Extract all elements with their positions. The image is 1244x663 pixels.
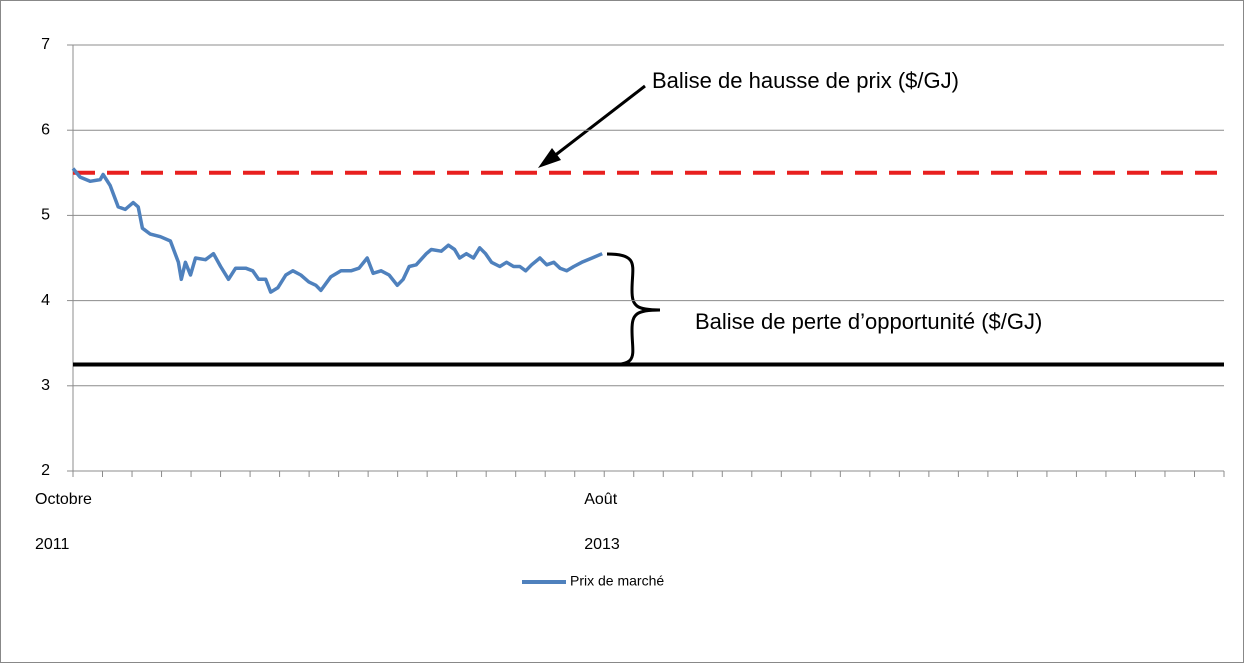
y-tick-label: 7 <box>41 36 50 53</box>
x-tick-label: Août <box>584 491 617 508</box>
y-tick-label: 3 <box>41 377 50 394</box>
y-tick-label: 6 <box>41 121 50 138</box>
annotation: Balise de hausse de prix ($/GJ) <box>652 68 959 93</box>
annotation-arrow <box>548 84 646 162</box>
x-tick-label: 2013 <box>584 536 620 553</box>
data-line <box>71 167 603 294</box>
arrow-head <box>538 148 561 168</box>
y-tick-label: 4 <box>41 292 50 309</box>
x-tick-label: 2011 <box>35 536 70 553</box>
y-tick-label: 2 <box>41 462 50 479</box>
legend-label: Prix de marché <box>570 573 664 589</box>
annotation: Balise de perte d’opportunité ($/GJ) <box>695 309 1042 334</box>
x-tick-label: Octobre <box>35 491 92 508</box>
y-tick-label: 5 <box>41 207 50 224</box>
brace <box>606 252 661 367</box>
